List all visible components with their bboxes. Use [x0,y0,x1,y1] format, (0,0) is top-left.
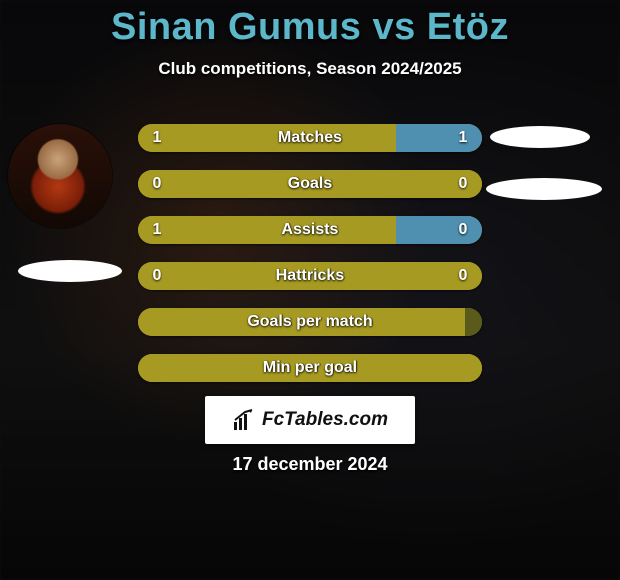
stat-value-right: 0 [448,170,478,198]
date-text: 17 december 2024 [0,454,620,475]
stat-bars: 11Matches00Goals10Assists00HattricksGoal… [138,124,482,400]
player-right-name-oval-1 [490,126,590,148]
player-left-avatar [8,124,112,228]
stat-value-left: 0 [142,170,172,198]
page-title: Sinan Gumus vs Etöz [0,0,620,49]
fctables-text: FcTables.com [262,409,388,431]
stat-fill-left [138,308,465,336]
fctables-icon [232,408,256,432]
stat-value-right: 1 [448,124,478,152]
stat-row: Goals per match [138,308,482,336]
stat-value-left: 1 [142,216,172,244]
stat-fill-left [138,170,482,198]
stat-fill-left [138,354,482,382]
stat-fill-right [465,308,482,336]
fctables-badge: FcTables.com [205,396,415,444]
stat-fill-left [138,124,396,152]
stat-row: 00Hattricks [138,262,482,290]
stat-value-right: 0 [448,216,478,244]
stat-row: Min per goal [138,354,482,382]
player-right-name-oval-2 [486,178,602,200]
player-left-name-oval [18,260,122,282]
stat-fill-left [138,216,396,244]
stat-value-left: 1 [142,124,172,152]
stat-value-right: 0 [448,262,478,290]
page-subtitle: Club competitions, Season 2024/2025 [0,59,620,79]
stat-row: 00Goals [138,170,482,198]
stat-row: 10Assists [138,216,482,244]
avatar-image-left [8,124,112,228]
stat-value-left: 0 [142,262,172,290]
content: Sinan Gumus vs Etöz Club competitions, S… [0,0,620,580]
stat-fill-left [138,262,482,290]
stat-row: 11Matches [138,124,482,152]
